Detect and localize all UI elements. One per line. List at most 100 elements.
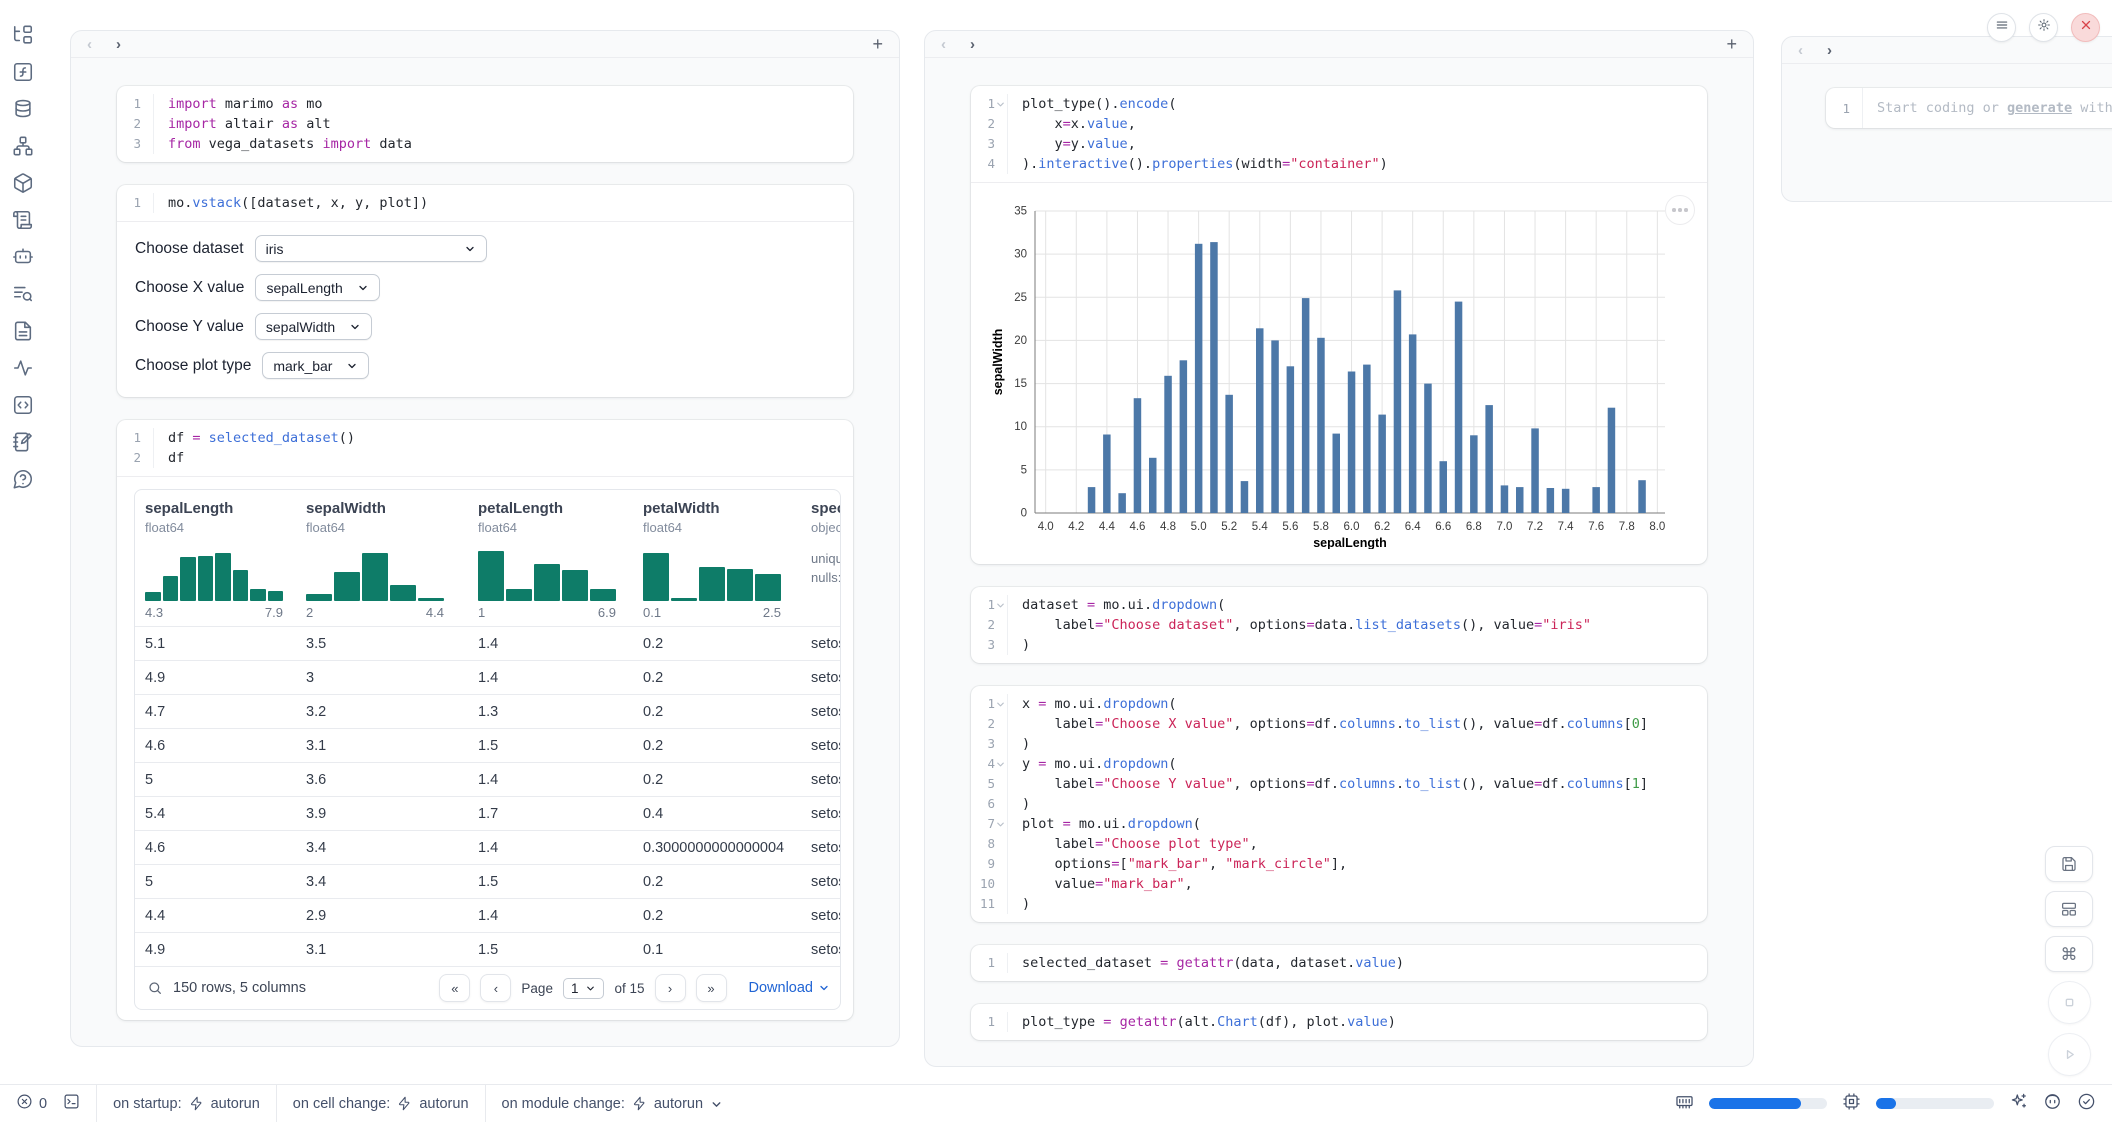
table-row[interactable]: 5.43.91.70.4setosa <box>135 796 841 830</box>
line-number: 3 <box>117 134 141 154</box>
chart-options-button[interactable] <box>1665 195 1695 225</box>
run-button[interactable] <box>2048 1033 2091 1076</box>
save-button[interactable] <box>2045 846 2093 882</box>
panel-back-button[interactable]: ‹ <box>1798 43 1803 58</box>
code-editor[interactable]: 1plot_type = getattr(alt.Chart(df), plot… <box>971 1004 1707 1040</box>
file-tree-icon[interactable] <box>12 24 34 46</box>
svg-text:30: 30 <box>1014 249 1027 261</box>
column-header-petalLength[interactable]: petalLengthfloat6416.9 <box>468 490 633 626</box>
help-bubble-icon[interactable] <box>12 468 34 490</box>
table-cell: 5 <box>135 772 296 788</box>
select-value: mark_bar <box>273 358 332 374</box>
last-page-button[interactable]: » <box>696 974 727 1002</box>
choose-y-value-select[interactable]: sepalWidth <box>255 313 372 340</box>
table-row[interactable]: 4.63.41.40.3000000000000004setosa <box>135 830 841 864</box>
errors-indicator[interactable]: 0 <box>16 1093 47 1114</box>
function-square-icon[interactable] <box>12 61 34 83</box>
svg-text:25: 25 <box>1014 292 1027 304</box>
close-button[interactable] <box>2071 13 2100 42</box>
package-icon[interactable] <box>12 172 34 194</box>
terminal-button[interactable] <box>63 1093 80 1114</box>
code-editor[interactable]: 1mo.vstack([dataset, x, y, plot]) <box>117 185 853 221</box>
scroll-text-icon[interactable] <box>12 209 34 231</box>
command-button[interactable]: ⌘ <box>2045 936 2093 972</box>
line-number: 1 <box>1826 101 1850 116</box>
code-line: 5 label="Choose Y value", options=df.col… <box>971 774 1707 794</box>
status-bar: 0 on startup:autorun on cell change:autor… <box>0 1084 2112 1122</box>
fold-chevron-icon[interactable] <box>995 759 1006 770</box>
next-page-button[interactable]: › <box>655 974 686 1002</box>
code-editor[interactable]: 1dataset = mo.ui.dropdown(2 label="Choos… <box>971 587 1707 663</box>
column-header-species[interactable]: speciesobjectunique:nulls: <box>801 490 841 626</box>
choose-dataset-select[interactable]: iris <box>255 235 487 262</box>
table-cell: 0.3000000000000004 <box>633 840 801 856</box>
table-row[interactable]: 4.931.40.2setosa <box>135 660 841 694</box>
panel-forward-button[interactable]: › <box>116 37 121 52</box>
table-row[interactable]: 53.61.40.2setosa <box>135 762 841 796</box>
column-header-sepalLength[interactable]: sepalLengthfloat644.37.9 <box>135 490 296 626</box>
autorun-setting[interactable]: on cell change:autorun <box>293 1085 469 1122</box>
generate-link[interactable]: generate <box>2007 100 2072 116</box>
database-icon[interactable] <box>12 98 34 120</box>
page-select[interactable]: 1 <box>563 978 605 999</box>
line-number: 1 <box>971 953 995 973</box>
download-button[interactable]: Download <box>749 980 831 996</box>
code-editor[interactable]: 1selected_dataset = getattr(data, datase… <box>971 945 1707 981</box>
prev-page-button[interactable]: ‹ <box>480 974 511 1002</box>
fold-chevron-icon[interactable] <box>995 699 1006 710</box>
add-cell-button[interactable]: + <box>1726 35 1737 53</box>
panel-back-button[interactable]: ‹ <box>941 37 946 52</box>
panel-forward-button[interactable]: › <box>1827 43 1832 58</box>
table-row[interactable]: 4.73.21.30.2setosa <box>135 694 841 728</box>
dropdown-row: Choose Y valuesepalWidth <box>135 313 835 340</box>
column-header-sepalWidth[interactable]: sepalWidthfloat6424.4 <box>296 490 468 626</box>
table-row[interactable]: 4.63.11.50.2setosa <box>135 728 841 762</box>
ai-sparkles-icon[interactable] <box>2009 1092 2028 1115</box>
autorun-setting[interactable]: on module change:autorun <box>502 1085 724 1122</box>
table-row[interactable]: 5.13.51.40.2setosa <box>135 626 841 660</box>
activity-icon[interactable] <box>12 357 34 379</box>
table-row[interactable]: 4.42.91.40.2setosa <box>135 898 841 932</box>
stop-button[interactable] <box>2048 981 2091 1024</box>
layout-button[interactable] <box>2045 891 2093 927</box>
panel-back-button[interactable]: ‹ <box>87 37 92 52</box>
panel-forward-button[interactable]: › <box>970 37 975 52</box>
code-line: 2df <box>117 448 853 468</box>
search-icon[interactable] <box>147 980 163 996</box>
line-number: 2 <box>971 615 995 635</box>
dependency-graph-icon[interactable] <box>12 135 34 157</box>
copilot-icon[interactable] <box>2043 1092 2062 1115</box>
fold-chevron-icon[interactable] <box>995 600 1006 611</box>
code-editor[interactable]: 1df = selected_dataset()2df <box>117 420 853 476</box>
table-cell: 1.3 <box>468 704 633 720</box>
chat-bot-icon[interactable] <box>12 246 34 268</box>
notebook-pen-icon[interactable] <box>12 431 34 453</box>
table-cell: 1.5 <box>468 738 633 754</box>
bar-chart[interactable]: 051015202530354.04.24.44.64.85.05.25.45.… <box>989 197 1689 554</box>
code-square-icon[interactable] <box>12 394 34 416</box>
first-page-button[interactable]: « <box>439 974 470 1002</box>
menu-button[interactable] <box>1987 13 2016 42</box>
chart-output[interactable]: 051015202530354.04.24.44.64.85.05.25.45.… <box>971 183 1707 564</box>
code-editor[interactable]: 1x = mo.ui.dropdown(2 label="Choose X va… <box>971 686 1707 922</box>
code-editor[interactable]: 1 Start coding or generate with AI <box>1826 88 2112 128</box>
add-cell-button[interactable]: + <box>872 35 883 53</box>
table-cell: setosa <box>801 840 841 856</box>
choose-x-value-select[interactable]: sepalLength <box>255 274 379 301</box>
settings-button[interactable] <box>2029 13 2058 42</box>
choose-plot-type-select[interactable]: mark_bar <box>262 352 369 379</box>
code-editor[interactable]: 1import marimo as mo2import altair as al… <box>117 86 853 162</box>
code-editor[interactable]: 1plot_type().encode(2 x=x.value,3 y=y.va… <box>971 86 1707 182</box>
dropdown-row: Choose X valuesepalLength <box>135 274 835 301</box>
code-line: 2 x=x.value, <box>971 114 1707 134</box>
column-header-petalWidth[interactable]: petalWidthfloat640.12.5 <box>633 490 801 626</box>
fold-chevron-icon[interactable] <box>995 99 1006 110</box>
select-value: sepalLength <box>266 280 342 296</box>
table-row[interactable]: 4.93.11.50.1setosa <box>135 932 841 966</box>
file-text-icon[interactable] <box>12 320 34 342</box>
table-row[interactable]: 53.41.50.2setosa <box>135 864 841 898</box>
autorun-setting[interactable]: on startup:autorun <box>113 1085 260 1122</box>
fold-chevron-icon[interactable] <box>995 819 1006 830</box>
command-icon: ⌘ <box>2061 946 2078 963</box>
list-search-icon[interactable] <box>12 283 34 305</box>
